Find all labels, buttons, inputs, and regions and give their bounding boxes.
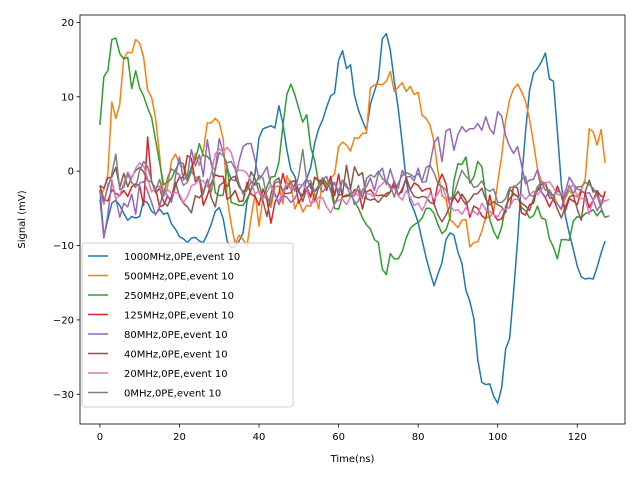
legend-label: 80MHz,0PE,event 10 (124, 330, 228, 341)
y-tick-label: 20 (61, 18, 74, 29)
y-axis: −30 −20 −10 0 10 20 (53, 18, 80, 401)
legend-label: 1000MHz,0PE,event 10 (124, 252, 240, 263)
series-line-7 (99, 148, 606, 219)
y-axis-label: Signal (mV) (17, 190, 28, 248)
legend-label: 0MHz,0PE,event 10 (124, 389, 221, 400)
x-tick-label: 100 (488, 432, 507, 443)
legend-label: 20MHz,0PE,event 10 (124, 369, 228, 380)
x-tick-label: 20 (173, 432, 186, 443)
series-line-0 (99, 32, 606, 404)
x-axis-label: Time(ns) (330, 454, 375, 465)
x-axis: 0 20 40 60 80 100 120 (97, 424, 587, 443)
legend-label: 40MHz,0PE,event 10 (124, 350, 228, 361)
y-tick-label: −30 (53, 390, 74, 401)
x-tick-label: 80 (412, 432, 425, 443)
y-tick-label: 0 (68, 167, 74, 178)
x-tick-label: 120 (568, 432, 587, 443)
x-tick-label: 40 (253, 432, 266, 443)
series-line-5 (99, 164, 606, 223)
y-tick-label: −20 (53, 315, 74, 326)
series-line-3 (99, 136, 606, 224)
legend-label: 500MHz,0PE,event 10 (124, 272, 234, 283)
y-tick-label: −10 (53, 241, 74, 252)
x-tick-label: 0 (97, 432, 103, 443)
legend-label: 125MHz,0PE,event 10 (124, 311, 234, 322)
legend: 1000MHz,0PE,event 10 500MHz,0PE,event 10 2… (81, 242, 294, 408)
series-line-1 (99, 38, 606, 248)
plot-frame (79, 14, 626, 425)
series-line-6 (99, 146, 610, 218)
legend-box (81, 242, 294, 408)
legend-label: 250MHz,0PE,event 10 (124, 291, 234, 302)
series-layer (99, 32, 610, 404)
x-tick-label: 60 (332, 432, 345, 443)
y-tick-label: 10 (61, 92, 74, 103)
